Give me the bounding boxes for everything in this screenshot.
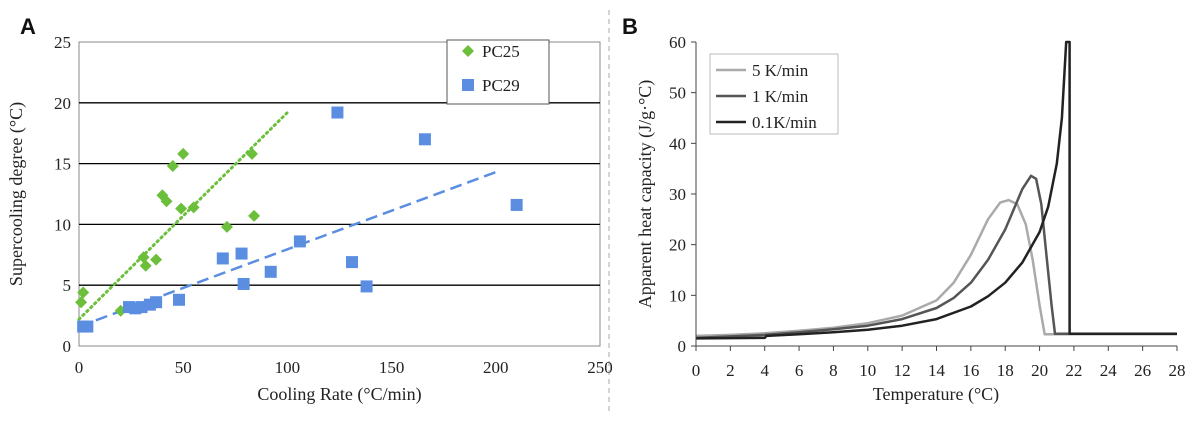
legend-label-pc29: PC29 [482,76,520,95]
data-point-pc29 [235,247,248,260]
data-point-pc25 [166,160,179,173]
plot-frame-a [78,41,601,347]
x-tick-label-b: 12 [894,361,911,380]
data-point-pc29 [123,301,136,314]
x-tick-label-b: 0 [692,361,701,380]
x-tick-label-b: 22 [1065,361,1082,380]
b-tickmarks [691,41,1178,351]
legend-b: 5 K/min 1 K/min 0.1K/min [709,53,839,135]
y-tick-label-a: 5 [63,276,72,295]
trendlines-a [77,111,497,328]
chart-panel-a: A 0 50 100 150 200 250 0 5 10 15 20 25 Cooling Rat… [6,14,613,405]
y-tick-label-b: 0 [678,337,687,356]
data-point-pc25 [150,253,163,266]
data-point-pc29 [173,293,186,306]
y-axis-label-b: Apparent heat capacity (J/g·°C) [635,80,656,309]
series-line-2 [695,40,1177,340]
x-tick-label-a: 0 [75,358,84,377]
x-tick-label-a: 150 [379,358,405,377]
data-point-pc25 [248,209,261,222]
x-tick-label-b: 28 [1169,361,1186,380]
y-tick-label-b: 60 [669,33,686,52]
data-point-pc29 [216,252,229,265]
data-point-pc25 [220,220,233,233]
x-axis-label-b: Temperature (°C) [873,384,999,405]
panel-letter-b: B [622,14,638,39]
data-point-pc29 [150,296,163,309]
y-tick-label-a: 10 [54,215,71,234]
data-point-pc25 [139,259,152,272]
x-tick-label-a: 50 [175,358,192,377]
data-point-pc25 [77,286,90,299]
data-points-a [75,106,523,333]
legend-box-b [709,53,839,135]
legend-marker-pc29 [462,79,474,91]
trendline-pc25 [77,111,289,321]
b-series-lines [695,40,1177,340]
y-ticks-a: 0 5 10 15 20 25 [54,33,71,356]
legend-label-1kmin: 1 K/min [752,87,809,106]
x-tick-label-a: 100 [275,358,301,377]
data-point-pc25 [175,202,188,215]
data-point-pc29 [81,320,94,333]
x-tick-label-b: 6 [795,361,804,380]
data-point-pc29 [346,256,359,269]
y-tick-label-b: 20 [669,236,686,255]
x-tick-label-b: 8 [829,361,838,380]
legend-label-01kmin: 0.1K/min [752,113,817,132]
data-point-pc25 [245,147,258,160]
legend-a: PC25 PC29 [446,39,550,105]
x-tick-label-a: 200 [483,358,509,377]
x-tick-label-b: 18 [997,361,1014,380]
data-point-pc29 [510,198,523,211]
x-ticks-b: 0 2 4 6 8 10 12 14 16 18 20 22 24 26 28 [692,361,1186,380]
x-tick-label-b: 26 [1134,361,1151,380]
data-point-pc25 [75,296,88,309]
data-point-pc25 [137,251,150,264]
y-axis-label-a: Supercooling degree (°C) [6,102,27,286]
legend-label-5kmin: 5 K/min [752,61,809,80]
x-ticks-a: 0 50 100 150 200 250 [75,358,613,377]
x-tick-label-a: 250 [587,358,613,377]
x-tick-label-b: 16 [962,361,979,380]
legend-label-pc25: PC25 [482,42,520,61]
chart-panel-b: B 0 2 4 6 8 10 12 14 16 18 20 22 24 26 28 010203040506… [622,14,1186,405]
series-line-0 [695,198,1177,338]
data-point-pc29 [418,133,431,146]
y-ticks-b: 0 10 20 30 40 50 60 [669,33,686,356]
data-point-pc29 [331,106,344,119]
x-tick-label-b: 4 [760,361,769,380]
x-tick-label-b: 10 [859,361,876,380]
data-point-pc25 [177,147,190,160]
series-line-1 [695,174,1177,340]
y-tick-label-b: 10 [669,286,686,305]
y-tick-label-a: 0 [63,337,72,356]
x-tick-label-b: 24 [1100,361,1118,380]
y-tick-label-a: 20 [54,94,71,113]
data-point-pc25 [187,201,200,214]
y-tick-label-b: 40 [669,134,686,153]
y-tick-label-b: 50 [669,84,686,103]
y-tick-label-a: 25 [54,33,71,52]
x-tick-label-b: 20 [1031,361,1048,380]
data-point-pc25 [160,195,173,208]
legend-marker-pc25 [462,45,474,57]
data-point-pc29 [293,235,306,248]
data-point-pc29 [237,277,250,290]
x-tick-label-b: 14 [928,361,946,380]
panel-letter-a: A [20,14,36,39]
x-tick-label-b: 2 [726,361,735,380]
x-axis-label-a: Cooling Rate (°C/min) [257,384,421,405]
data-point-pc29 [360,280,373,293]
y-tick-label-a: 15 [54,155,71,174]
data-point-pc29 [264,265,277,278]
y-tick-label-b: 30 [669,185,686,204]
